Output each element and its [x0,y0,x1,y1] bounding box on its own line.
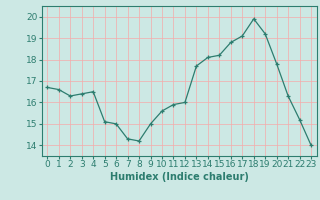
X-axis label: Humidex (Indice chaleur): Humidex (Indice chaleur) [110,172,249,182]
